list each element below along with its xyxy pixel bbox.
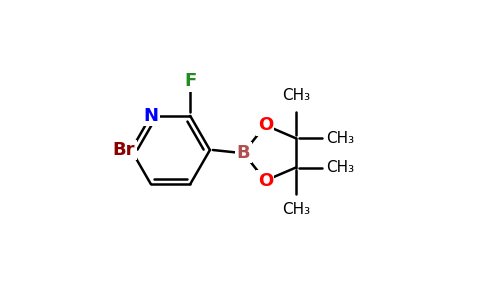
Text: N: N (143, 107, 158, 125)
Text: F: F (184, 73, 197, 91)
Text: O: O (257, 116, 273, 134)
Text: O: O (257, 172, 273, 190)
Text: CH₃: CH₃ (327, 131, 355, 146)
Text: B: B (237, 144, 250, 162)
Text: CH₃: CH₃ (282, 88, 310, 103)
Text: Br: Br (113, 141, 135, 159)
Text: CH₃: CH₃ (327, 160, 355, 175)
Text: CH₃: CH₃ (282, 202, 310, 217)
